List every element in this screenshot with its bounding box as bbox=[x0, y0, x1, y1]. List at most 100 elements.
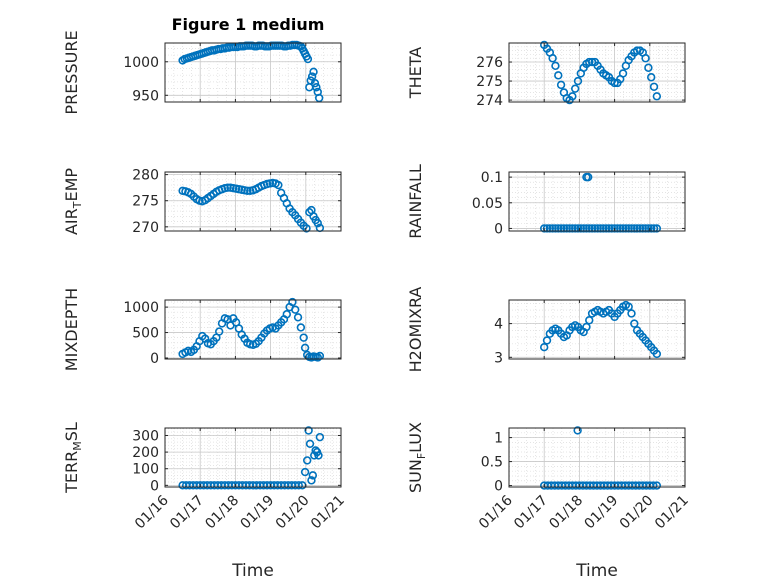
data-point bbox=[590, 224, 600, 233]
data-point bbox=[310, 79, 320, 88]
xtick-label: 01/16 bbox=[132, 492, 172, 532]
axes-box bbox=[508, 42, 686, 103]
ytick-label: 275 bbox=[476, 74, 503, 90]
data-point bbox=[652, 481, 662, 490]
xtick-label: 01/18 bbox=[546, 493, 586, 533]
data-point bbox=[568, 92, 577, 101]
data-point bbox=[587, 57, 597, 67]
data-point bbox=[601, 224, 611, 233]
series-air_temp bbox=[178, 178, 325, 233]
data-point bbox=[573, 224, 583, 233]
data-point bbox=[573, 426, 582, 435]
ytick-label: 280 bbox=[132, 168, 159, 184]
data-point bbox=[647, 224, 656, 233]
data-point bbox=[624, 224, 633, 233]
data-point bbox=[652, 224, 662, 233]
data-point bbox=[293, 313, 303, 322]
data-point bbox=[223, 183, 232, 192]
data-point bbox=[607, 224, 616, 233]
subplot-theta: 274 275 276 THETA bbox=[406, 40, 686, 109]
data-point bbox=[545, 224, 555, 233]
data-point bbox=[570, 224, 580, 233]
y-axis-label: THETA bbox=[406, 47, 425, 99]
data-point bbox=[570, 84, 580, 93]
data-point bbox=[556, 80, 566, 90]
x-axis-label: Time bbox=[575, 561, 618, 581]
x-axis-label: Time bbox=[231, 561, 274, 581]
xtick-label: 01/17 bbox=[167, 493, 207, 533]
data-point bbox=[587, 224, 597, 233]
y-axis-label: TERRMSL bbox=[62, 422, 84, 494]
ytick-label: 276 bbox=[476, 55, 503, 71]
subplot-h2omixra: 3 4 H2OMIXRA bbox=[406, 287, 686, 373]
data-point bbox=[307, 476, 316, 485]
data-point bbox=[596, 224, 605, 233]
xtick-label: 01/20 bbox=[273, 493, 313, 533]
xtick-label: 01/20 bbox=[617, 493, 657, 533]
data-point bbox=[554, 71, 563, 80]
ytick-label: 0.1 bbox=[481, 170, 503, 186]
data-point bbox=[649, 224, 659, 233]
data-point bbox=[300, 467, 310, 477]
data-point bbox=[307, 72, 317, 81]
data-point bbox=[303, 54, 313, 64]
data-point bbox=[312, 83, 321, 92]
data-point bbox=[585, 316, 594, 325]
series-theta bbox=[539, 40, 662, 105]
series-pressure bbox=[178, 40, 324, 103]
subplot-pressure: 950 1000 PRESSURE bbox=[62, 30, 342, 115]
subplot-rainfall: 0 0.05 0.1 RAINFALL bbox=[406, 164, 686, 239]
subplot-mixdepth: 0 500 1000 MIXDEPTH bbox=[62, 288, 342, 371]
ytick-label: 200 bbox=[132, 445, 159, 461]
ytick-label: 275 bbox=[132, 194, 159, 210]
data-point bbox=[296, 323, 306, 332]
data-point bbox=[539, 224, 549, 233]
ytick-label: 1 bbox=[494, 431, 503, 447]
y-axis-label: H2OMIXRA bbox=[406, 287, 425, 373]
data-point bbox=[630, 319, 639, 328]
xtick-label: 01/16 bbox=[476, 492, 516, 532]
data-point bbox=[291, 305, 300, 314]
axes-box bbox=[164, 427, 342, 488]
axes-box bbox=[508, 299, 686, 360]
data-point bbox=[652, 92, 662, 101]
axes-box bbox=[508, 427, 686, 488]
data-point bbox=[304, 426, 313, 435]
data-point bbox=[542, 224, 552, 233]
data-point bbox=[542, 336, 552, 345]
series-mixdepth bbox=[178, 297, 325, 362]
ytick-label: 1000 bbox=[123, 300, 159, 316]
data-point bbox=[647, 73, 656, 82]
data-point bbox=[579, 224, 588, 233]
ytick-label: 270 bbox=[132, 220, 159, 236]
data-point bbox=[627, 224, 636, 233]
data-point bbox=[315, 432, 325, 442]
data-point bbox=[243, 186, 252, 195]
ytick-label: 500 bbox=[132, 326, 159, 342]
data-point bbox=[282, 310, 291, 319]
data-point bbox=[314, 451, 323, 460]
data-point bbox=[635, 224, 645, 233]
data-point bbox=[305, 439, 315, 448]
y-axis-label: RAINFALL bbox=[406, 164, 425, 239]
ytick-label: 274 bbox=[476, 93, 503, 109]
ytick-label: 0 bbox=[150, 351, 159, 367]
data-point bbox=[583, 172, 593, 182]
xtick-label: 01/19 bbox=[238, 493, 278, 533]
data-point bbox=[300, 343, 310, 353]
figure-title: Figure 1 medium bbox=[172, 15, 325, 34]
xtick-label: 01/21 bbox=[652, 493, 692, 533]
data-point bbox=[274, 180, 283, 190]
data-point bbox=[585, 57, 594, 67]
data-point bbox=[641, 224, 650, 233]
data-point bbox=[565, 224, 574, 233]
ytick-label: 1000 bbox=[123, 55, 159, 71]
series-terr_msl bbox=[178, 426, 325, 490]
y-axis-label: AIRTEMP bbox=[62, 168, 84, 235]
data-point bbox=[632, 224, 642, 233]
ytick-label: 100 bbox=[132, 462, 159, 478]
xtick-label: 01/19 bbox=[582, 493, 622, 533]
data-point bbox=[215, 327, 224, 336]
